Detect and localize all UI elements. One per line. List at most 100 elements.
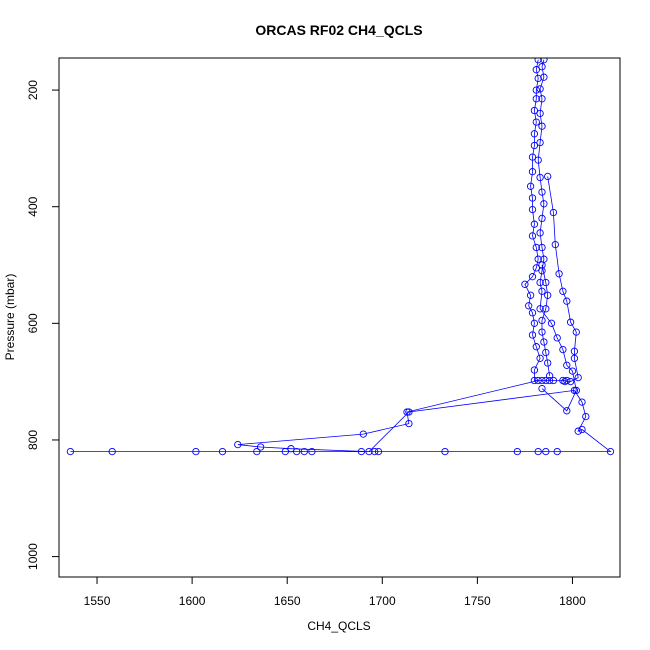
data-point xyxy=(534,58,542,64)
data-point xyxy=(559,376,567,385)
data-point xyxy=(528,232,537,240)
data-point xyxy=(359,430,367,438)
data-point xyxy=(538,63,546,71)
data-point xyxy=(534,255,542,263)
x-tick-label: 1650 xyxy=(274,594,301,608)
data-point xyxy=(365,447,373,456)
x-axis: 1550 1600 1650 1700 1750 1800 xyxy=(84,576,586,608)
data-point xyxy=(538,287,546,295)
plot-area xyxy=(66,58,615,456)
data-point xyxy=(536,305,544,313)
data-point xyxy=(374,447,383,456)
data-point xyxy=(544,291,552,299)
data-point xyxy=(578,398,586,406)
data-point xyxy=(536,278,544,287)
y-axis: 200 400 600 800 1000 xyxy=(26,80,60,570)
data-point xyxy=(534,376,542,385)
data-point xyxy=(542,376,550,385)
data-point xyxy=(538,188,546,196)
data-point xyxy=(545,372,554,380)
series-line xyxy=(70,59,612,453)
x-tick-label: 1700 xyxy=(369,594,396,608)
data-point xyxy=(553,447,561,456)
data-point xyxy=(192,447,200,456)
data-point xyxy=(530,130,539,138)
data-point xyxy=(538,95,546,103)
data-point xyxy=(528,153,537,161)
data-point xyxy=(549,208,558,217)
data-point xyxy=(300,447,308,456)
data-point xyxy=(532,343,540,351)
data-point xyxy=(574,427,582,435)
data-point xyxy=(540,200,548,208)
data-point xyxy=(606,447,615,456)
chart-title: ORCAS RF02 CH4_QCLS xyxy=(255,22,422,38)
data-point xyxy=(540,338,548,346)
data-point xyxy=(526,182,535,190)
data-point xyxy=(570,347,579,355)
data-point xyxy=(536,354,544,362)
data-point xyxy=(566,318,575,326)
data-point xyxy=(66,447,75,456)
data-point xyxy=(540,58,548,64)
data-point xyxy=(530,106,539,115)
data-point xyxy=(534,156,542,164)
data-point xyxy=(108,447,116,456)
data-point xyxy=(530,319,539,327)
data-point xyxy=(256,443,265,451)
data-point xyxy=(542,278,550,287)
data-point xyxy=(234,440,242,449)
data-point xyxy=(521,280,529,288)
data-point xyxy=(544,172,552,181)
data-point xyxy=(540,73,548,81)
y-tick-label: 400 xyxy=(26,196,40,216)
y-tick-label: 800 xyxy=(26,430,40,450)
data-point xyxy=(563,407,571,415)
data-point xyxy=(405,419,413,428)
data-point xyxy=(534,447,542,456)
data-point xyxy=(357,447,366,456)
data-point xyxy=(542,305,550,313)
data-point xyxy=(574,373,582,382)
data-point xyxy=(371,447,379,456)
data-point xyxy=(536,173,544,182)
y-tick-label: 600 xyxy=(26,313,40,333)
data-point xyxy=(532,243,540,252)
data-point xyxy=(218,447,227,456)
data-point xyxy=(532,118,540,126)
data-point xyxy=(538,376,546,385)
data-point xyxy=(555,270,563,278)
data-point xyxy=(530,366,539,374)
data-point xyxy=(570,354,579,362)
data-point xyxy=(553,334,561,342)
data-point xyxy=(549,376,558,385)
data-point xyxy=(561,377,569,386)
data-point xyxy=(582,412,590,421)
data-point xyxy=(572,328,580,336)
data-point xyxy=(536,138,544,147)
data-point xyxy=(403,408,411,416)
data-point xyxy=(532,66,540,74)
data-point xyxy=(563,361,571,369)
data-point xyxy=(528,273,537,281)
data-point xyxy=(578,425,586,434)
data-point xyxy=(513,447,521,456)
data-point xyxy=(441,447,449,456)
data-point xyxy=(563,376,571,385)
data-point xyxy=(281,447,289,456)
data-point xyxy=(566,377,575,386)
data-point xyxy=(308,447,316,456)
data-point xyxy=(253,447,261,456)
data-point xyxy=(545,376,554,385)
data-point xyxy=(405,408,413,416)
x-tick-label: 1750 xyxy=(464,594,491,608)
data-point xyxy=(542,348,550,357)
data-point xyxy=(538,267,546,275)
data-point xyxy=(538,243,546,252)
data-point xyxy=(538,384,546,393)
series-line xyxy=(537,59,577,412)
data-point xyxy=(534,74,542,83)
series-line xyxy=(547,176,579,383)
y-axis-label: Pressure (mbar) xyxy=(3,274,17,361)
